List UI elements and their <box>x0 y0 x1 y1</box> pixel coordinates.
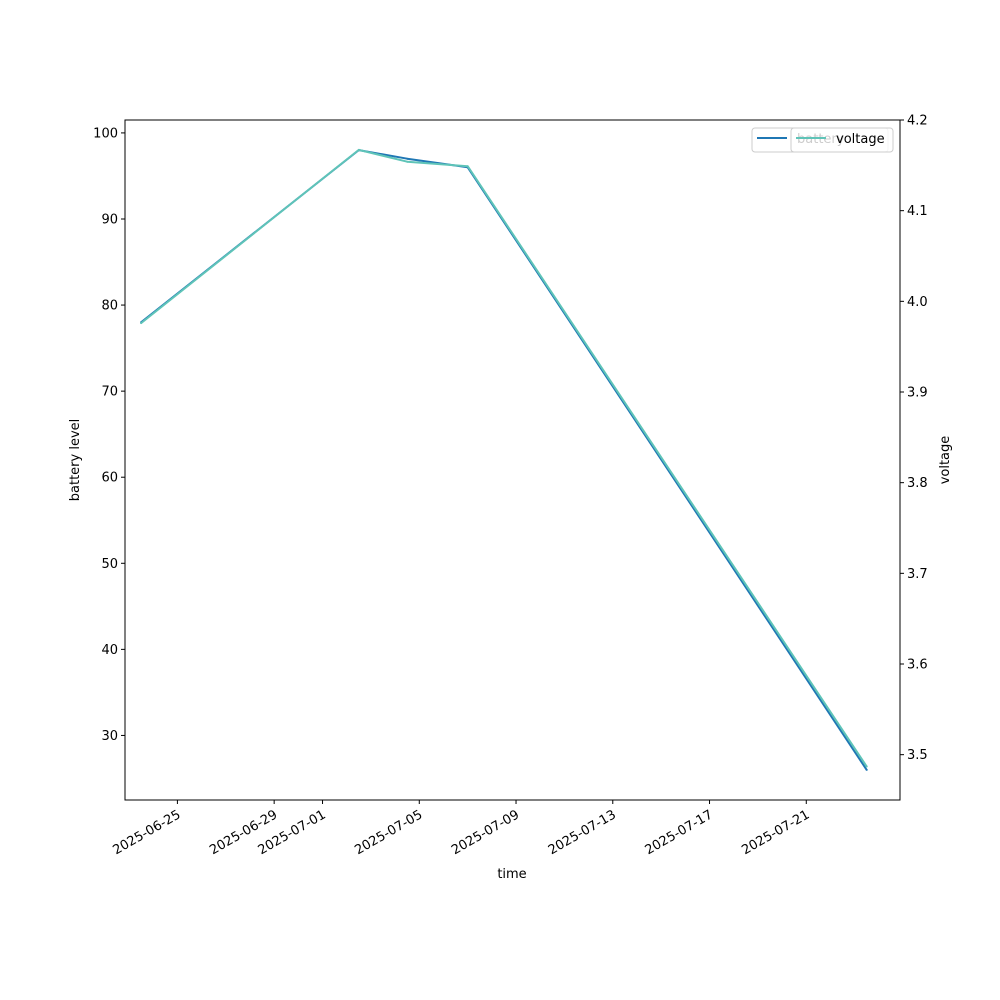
x-tick-label: 2025-07-13 <box>546 807 619 858</box>
right-tick-label: 3.5 <box>907 748 928 763</box>
right-y-axis-label: voltage <box>938 436 953 485</box>
series-line-battery <box>140 149 868 771</box>
data-point-voltage <box>357 148 360 151</box>
left-tick-label: 80 <box>101 299 118 314</box>
plot-frame <box>124 119 901 801</box>
x-tick-label: 2025-07-09 <box>449 807 522 858</box>
left-tick-label: 30 <box>101 729 118 744</box>
left-y-axis-label: battery level <box>68 419 83 502</box>
series-line-voltage <box>140 148 868 768</box>
legend-label: voltage <box>836 132 885 147</box>
x-tick-label: 2025-07-21 <box>739 807 812 858</box>
x-axis-label: time <box>497 867 526 882</box>
data-point-voltage <box>406 160 409 163</box>
left-tick-label: 90 <box>101 212 118 227</box>
right-y-axis-ticks: 3.5 3.6 3.7 3.8 3.9 4.0 4.1 4.2 <box>900 114 928 763</box>
left-y-axis-ticks: 30 40 50 60 70 80 90 100 <box>93 126 125 744</box>
x-tick-label: 2025-06-25 <box>110 807 183 858</box>
left-tick-label: 60 <box>101 471 118 486</box>
data-point-voltage <box>865 765 868 768</box>
series-layer <box>140 148 868 771</box>
left-tick-label: 70 <box>101 385 118 400</box>
legend-voltage: voltage <box>790 127 894 153</box>
left-tick-label: 50 <box>101 557 118 572</box>
left-tick-label: 100 <box>93 126 118 141</box>
right-tick-label: 4.0 <box>907 295 928 310</box>
right-tick-label: 3.8 <box>907 476 928 491</box>
left-tick-label: 40 <box>101 643 118 658</box>
right-tick-label: 3.7 <box>907 567 928 582</box>
data-point-voltage <box>140 322 143 325</box>
data-point-battery <box>865 768 868 771</box>
right-tick-label: 3.9 <box>907 386 928 401</box>
data-point-battery <box>406 157 409 160</box>
data-point-voltage <box>466 165 469 168</box>
right-tick-label: 4.2 <box>907 114 928 129</box>
right-tick-label: 4.1 <box>907 204 928 219</box>
x-tick-label: 2025-07-05 <box>352 807 425 858</box>
legends: batteryvoltage <box>751 127 894 153</box>
x-tick-label: 2025-07-17 <box>643 807 716 858</box>
right-tick-label: 3.6 <box>907 658 928 673</box>
